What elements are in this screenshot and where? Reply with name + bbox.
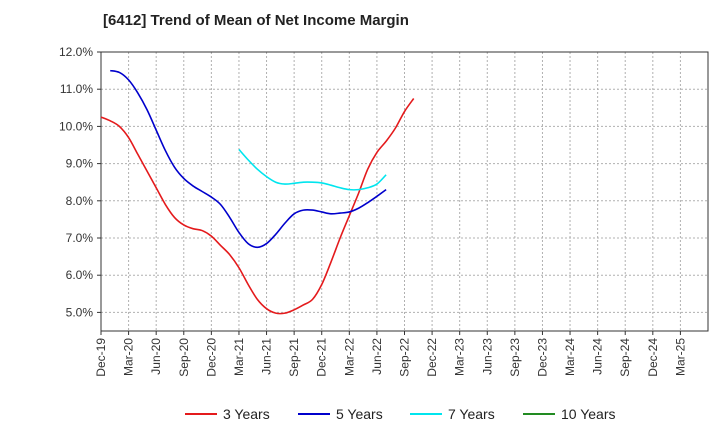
x-tick-label: Sep-20 xyxy=(177,338,191,377)
y-tick-label: 7.0% xyxy=(66,231,94,245)
y-tick-label: 12.0% xyxy=(59,45,93,59)
x-tick-label: Sep-21 xyxy=(287,338,301,377)
x-tick-label: Mar-22 xyxy=(342,338,356,376)
x-tick-label: Jun-21 xyxy=(260,338,274,375)
y-tick-label: 8.0% xyxy=(66,194,94,208)
series-line-5-years xyxy=(110,69,387,249)
legend-label-10-years: 10 Years xyxy=(561,406,616,422)
legend-label-5-years: 5 Years xyxy=(336,406,383,422)
x-tick-label: Mar-24 xyxy=(563,338,577,376)
legend: 3 Years 5 Years 7 Years 10 Years xyxy=(185,406,616,422)
x-tick-label: Sep-22 xyxy=(398,338,412,377)
x-tick-label: Dec-20 xyxy=(204,338,218,377)
x-tick-label: Mar-21 xyxy=(232,338,246,376)
legend-label-7-years: 7 Years xyxy=(448,406,495,422)
x-tick-label: Mar-20 xyxy=(122,338,136,376)
x-tick-label: Dec-22 xyxy=(425,338,439,377)
y-tick-label: 9.0% xyxy=(66,157,94,171)
x-tick-label: Mar-23 xyxy=(453,338,467,376)
x-tick-label: Jun-20 xyxy=(149,338,163,375)
x-tick-label: Jun-24 xyxy=(591,338,605,375)
legend-label-3-years: 3 Years xyxy=(223,406,270,422)
x-tick-label: Jun-22 xyxy=(370,338,384,375)
x-tick-label: Sep-24 xyxy=(618,338,632,377)
x-tick-label: Sep-23 xyxy=(508,338,522,377)
y-tick-label: 11.0% xyxy=(60,82,93,96)
y-tick-label: 10.0% xyxy=(59,119,93,133)
axis-layer: 5.0% 6.0% 7.0% 8.0% 9.0% 10.0% 11.0% 12.0% Dec-1… xyxy=(59,45,709,377)
x-tick-label: Dec-19 xyxy=(94,338,108,377)
y-tick-label: 6.0% xyxy=(66,268,94,282)
chart-title: [6412] Trend of Mean of Net Income Margi… xyxy=(103,12,409,29)
x-tick-label: Jun-23 xyxy=(480,338,494,375)
x-tick-label: Dec-23 xyxy=(535,338,549,377)
series-line-3-years xyxy=(100,98,415,315)
x-tick-label: Mar-25 xyxy=(673,338,687,376)
x-tick-label: Dec-24 xyxy=(646,338,660,377)
x-tick-label: Dec-21 xyxy=(315,338,329,377)
grid-layer xyxy=(101,51,708,331)
series-layer xyxy=(100,69,415,315)
series-line-7-years xyxy=(238,148,387,191)
y-tick-label: 5.0% xyxy=(66,305,94,319)
